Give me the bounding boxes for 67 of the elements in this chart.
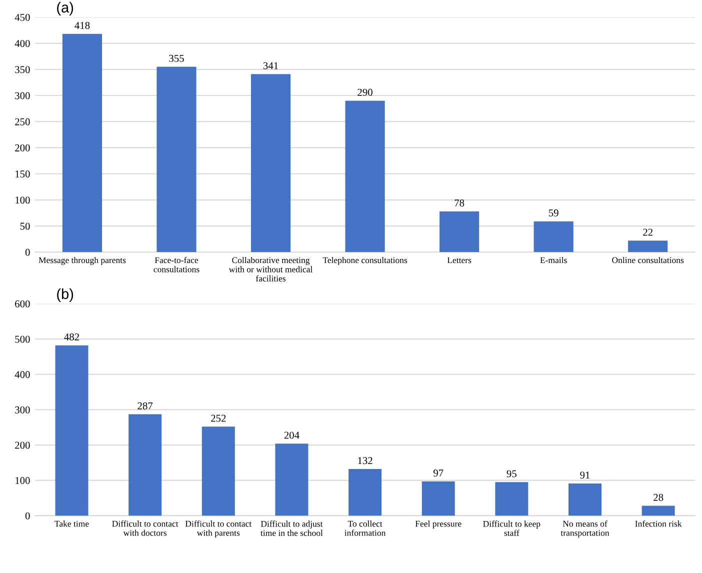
data-label: 22 [643,228,652,236]
chart-title: (a) [57,2,74,16]
bar [250,74,291,252]
bar [156,66,196,252]
data-label: 287 [138,402,153,410]
bar [628,240,668,252]
x-tick-label: No means of transportation [560,520,610,538]
chart-title: (b) [57,288,74,302]
y-tick-label: 450 [14,14,30,21]
y-tick-label: 300 [15,406,30,414]
x-tick-label: Difficult to contact with doctors [112,520,178,536]
bar [202,426,235,516]
x-tick-label: E-mails [540,256,567,264]
bar [534,221,574,252]
y-tick-label: 400 [14,371,30,378]
y-tick-label: 100 [16,477,30,484]
x-tick-label: Difficult to adjust time in the school [260,520,323,536]
x-tick-label: Letters [447,257,472,264]
x-tick-label: Face-to-face consultations [154,256,200,272]
bar [55,345,88,516]
data-label: 78 [454,199,464,207]
bar [495,482,528,516]
data-label: 252 [211,414,226,422]
data-label: 290 [358,88,372,96]
bar [348,469,382,516]
x-tick-label: Infection risk [635,520,682,527]
y-tick-label: 300 [15,92,30,100]
y-tick-label: 100 [16,196,30,204]
y-tick-label: 400 [14,40,30,48]
x-tick-label: Difficult to contact with parents [185,520,252,538]
data-label: 482 [64,333,79,340]
bar [422,481,455,516]
y-tick-label: 250 [15,118,30,126]
x-tick-label: Message through parents [38,256,126,265]
y-tick-label: 150 [16,170,30,178]
data-label: 97 [433,470,444,477]
x-tick-label: Take time [54,520,89,527]
data-label: 59 [548,209,558,216]
x-tick-label: To collect information [344,520,386,536]
y-tick-label: 200 [15,144,30,152]
bar [62,34,102,252]
y-tick-label: 350 [15,66,30,74]
x-tick-label: Feel pressure [415,520,462,528]
y-tick-label: 600 [15,300,30,308]
y-tick-label: 50 [20,222,30,230]
data-label: 28 [654,494,664,501]
y-tick-label: 0 [25,248,30,256]
data-label: 132 [358,457,372,464]
bar [568,484,602,516]
data-label: 355 [169,54,184,62]
data-label: 204 [284,432,300,439]
x-tick-label: Telephone consultations [322,256,408,265]
data-label: 418 [74,22,90,29]
bar [275,444,308,516]
y-tick-label: 0 [25,512,30,520]
x-tick-label: Collaborative meeting with or without medical facilities [228,256,313,282]
data-label: 91 [580,472,590,479]
data-label: 95 [506,470,516,478]
data-label: 341 [263,62,278,70]
y-tick-label: 200 [15,442,30,449]
bar [345,100,385,252]
x-tick-label: Online consultations [612,256,684,264]
bar [642,506,675,516]
bar [128,414,162,516]
x-tick-label: Difficult to keep staff [483,520,540,536]
bar [440,211,480,252]
y-tick-label: 500 [15,336,30,343]
